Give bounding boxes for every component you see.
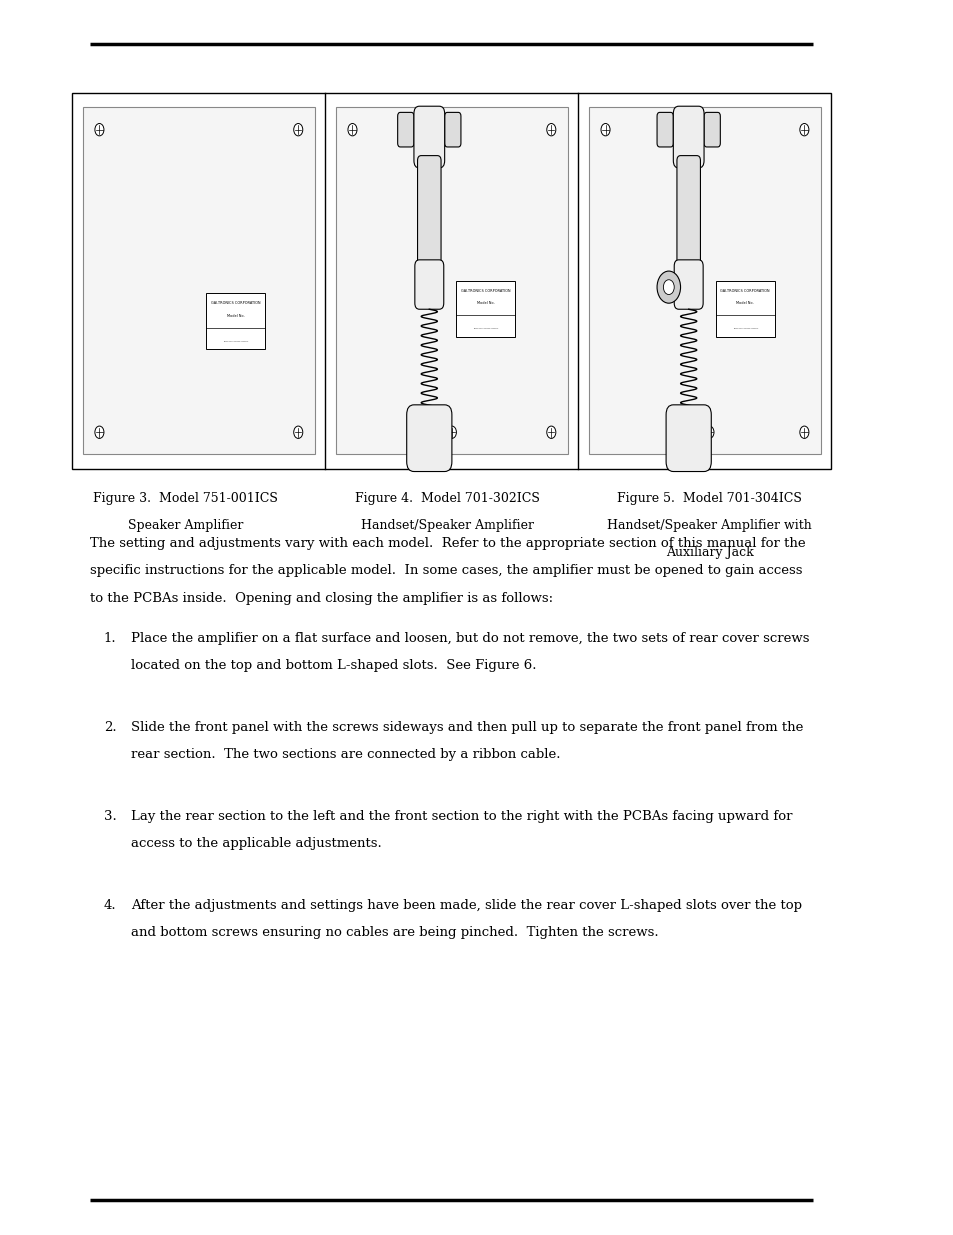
Text: _______ _____ _____: _______ _____ _____ [732,325,757,329]
Circle shape [657,272,679,304]
Text: After the adjustments and settings have been made, slide the rear cover L-shaped: After the adjustments and settings have … [131,899,801,913]
Text: specific instructions for the applicable model.  In some cases, the amplifier mu: specific instructions for the applicable… [91,564,802,578]
Circle shape [662,280,674,295]
Text: Figure 5.  Model 701-304ICS: Figure 5. Model 701-304ICS [617,492,801,505]
Text: Auxiliary Jack: Auxiliary Jack [665,546,753,559]
Text: located on the top and bottom L-shaped slots.  See Figure 6.: located on the top and bottom L-shaped s… [131,659,536,673]
Text: GAI-TRONICS CORPORATION: GAI-TRONICS CORPORATION [720,289,769,293]
Text: and bottom screws ensuring no cables are being pinched.  Tighten the screws.: and bottom screws ensuring no cables are… [131,926,658,940]
Text: access to the applicable adjustments.: access to the applicable adjustments. [131,837,381,851]
Circle shape [600,124,609,136]
Text: to the PCBAs inside.  Opening and closing the amplifier is as follows:: to the PCBAs inside. Opening and closing… [91,592,553,605]
Text: Place the amplifier on a flat surface and loosen, but do not remove, the two set: Place the amplifier on a flat surface an… [131,632,809,646]
Text: GAI-TRONICS CORPORATION: GAI-TRONICS CORPORATION [460,289,510,293]
FancyBboxPatch shape [703,112,720,147]
Circle shape [546,426,556,438]
Bar [206,294,265,350]
FancyBboxPatch shape [673,106,703,168]
Text: The setting and adjustments vary with each model.  Refer to the appropriate sect: The setting and adjustments vary with ea… [91,537,805,551]
FancyBboxPatch shape [397,112,414,147]
Text: Model No.: Model No. [476,301,495,305]
Bar [456,282,515,337]
Text: 3.: 3. [104,810,116,824]
FancyBboxPatch shape [417,156,440,270]
Text: Lay the rear section to the left and the front section to the right with the PCB: Lay the rear section to the left and the… [131,810,792,824]
Bar [83,107,314,454]
Circle shape [799,124,808,136]
Circle shape [348,124,356,136]
Text: 2.: 2. [104,721,116,735]
Bar [715,282,774,337]
Text: Figure 3.  Model 751-001ICS: Figure 3. Model 751-001ICS [92,492,277,505]
Text: Slide the front panel with the screws sideways and then pull up to separate the : Slide the front panel with the screws si… [131,721,802,735]
Text: _______ _____ _____: _______ _____ _____ [473,325,497,329]
Circle shape [704,426,713,438]
FancyBboxPatch shape [674,259,702,309]
Circle shape [294,124,302,136]
Text: rear section.  The two sections are connected by a ribbon cable.: rear section. The two sections are conne… [131,748,560,762]
FancyBboxPatch shape [414,106,444,168]
Text: GAI-TRONICS CORPORATION: GAI-TRONICS CORPORATION [211,301,260,305]
FancyBboxPatch shape [415,259,443,309]
Circle shape [799,426,808,438]
Text: Speaker Amplifier: Speaker Amplifier [128,519,243,532]
Circle shape [294,426,302,438]
Bar [72,93,831,469]
FancyBboxPatch shape [657,112,673,147]
FancyBboxPatch shape [677,156,700,270]
Bar [335,107,567,454]
Text: Handset/Speaker Amplifier with: Handset/Speaker Amplifier with [606,519,811,532]
Text: _______ _____ _____: _______ _____ _____ [223,337,248,341]
Bar [589,107,820,454]
Text: Figure 4.  Model 701-302ICS: Figure 4. Model 701-302ICS [355,492,539,505]
FancyBboxPatch shape [406,405,452,472]
Text: Model No.: Model No. [736,301,753,305]
Text: Handset/Speaker Amplifier: Handset/Speaker Amplifier [360,519,534,532]
Circle shape [546,124,556,136]
Circle shape [94,426,104,438]
FancyBboxPatch shape [444,112,460,147]
Circle shape [94,124,104,136]
FancyBboxPatch shape [665,405,711,472]
Circle shape [447,426,456,438]
Text: Model No.: Model No. [226,314,244,317]
Text: 4.: 4. [104,899,116,913]
Text: 1.: 1. [104,632,116,646]
